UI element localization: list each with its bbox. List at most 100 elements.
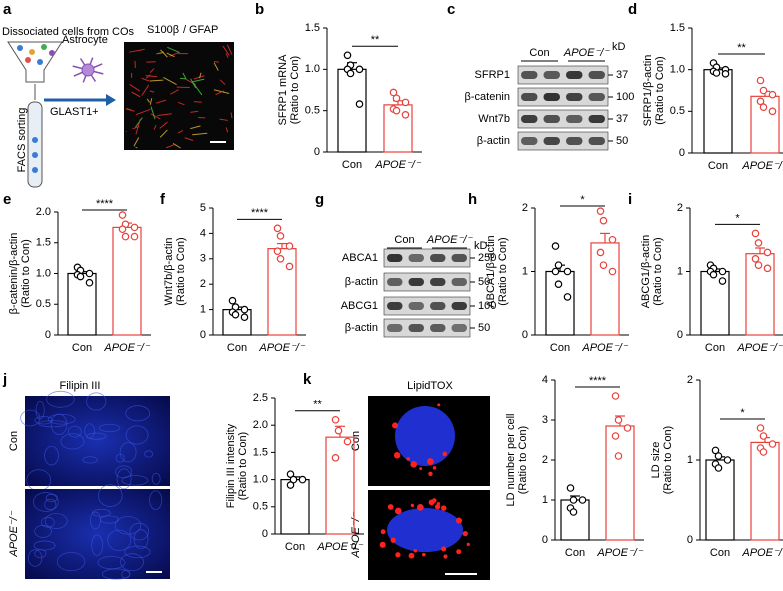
lipid-droplet — [393, 452, 401, 459]
lipid-droplet — [456, 549, 462, 555]
x-tick-label: Con — [285, 541, 305, 553]
y-tick-label: 0 — [522, 329, 528, 341]
micrograph-texture — [32, 492, 59, 512]
significance-label: **** — [251, 207, 269, 219]
data-point — [611, 392, 620, 400]
x-tick-label: Con — [227, 342, 247, 354]
y-axis-label: (Ratio to Con) — [662, 426, 674, 494]
lipid-droplet — [392, 422, 399, 429]
data-point — [712, 69, 721, 77]
micrograph-texture — [114, 516, 142, 535]
micrograph-fiber — [193, 101, 202, 103]
x-tick-label: APOE⁻/⁻ — [741, 160, 783, 172]
blot-band — [451, 278, 467, 286]
panel-label: e — [3, 191, 11, 208]
y-axis-label: (Ratio to Con) — [497, 237, 509, 305]
micrograph-fiber — [149, 79, 164, 82]
blot-band — [521, 137, 538, 145]
significance-label: ** — [737, 42, 746, 54]
blot-band — [430, 302, 446, 310]
schematic-label: GLAST1+ — [50, 106, 99, 118]
micrograph-texture — [115, 453, 125, 463]
blot-band — [408, 278, 424, 286]
arrow-head — [106, 94, 116, 106]
micrograph-fiber — [177, 129, 184, 134]
data-point — [569, 496, 578, 504]
tube — [27, 101, 43, 188]
blot-band — [588, 115, 605, 123]
micrograph-fiber — [149, 68, 155, 73]
y-axis-label: (Ratio to Con) — [237, 432, 249, 500]
y-tick-label: 0.5 — [36, 298, 51, 310]
micrograph-texture — [47, 413, 76, 425]
data-point — [273, 247, 282, 255]
data-point — [768, 90, 777, 99]
bar — [560, 499, 590, 541]
micrograph-texture — [92, 508, 111, 517]
micrograph-texture — [56, 552, 86, 572]
micrograph-fiber — [146, 98, 150, 103]
micrograph-fiber — [149, 98, 153, 105]
y-tick-label: 0 — [542, 534, 548, 546]
y-tick-label: 0 — [687, 534, 693, 546]
micrograph-fiber — [135, 108, 151, 116]
data-point — [285, 262, 294, 271]
micrograph-fiber — [141, 77, 150, 82]
lipid-droplet — [417, 503, 424, 511]
data-point — [551, 267, 560, 276]
y-tick-label: 1 — [200, 304, 206, 316]
micrograph-texture — [84, 423, 95, 439]
data-point — [759, 86, 768, 95]
blot-size: 37 — [616, 113, 628, 125]
cell-icon — [32, 152, 38, 158]
blot-band — [566, 115, 583, 123]
lipid-droplet — [380, 529, 386, 535]
micrograph-texture — [107, 529, 132, 551]
data-point — [709, 270, 718, 279]
micrograph-texture — [91, 534, 104, 556]
data-point — [121, 232, 130, 241]
micrograph-fiber — [167, 46, 180, 53]
y-axis-label: (Ratio to Con) — [654, 56, 666, 124]
micrograph-fiber — [192, 82, 203, 96]
data-point — [614, 416, 623, 424]
micrograph-fiber — [226, 44, 233, 55]
blot-band — [566, 71, 583, 79]
bar — [337, 68, 367, 153]
x-tick-label: APOE⁻/⁻ — [258, 342, 305, 354]
data-point — [751, 254, 760, 263]
micrograph-fiber — [129, 48, 145, 53]
x-tick-label: APOE⁻/⁻ — [581, 342, 628, 354]
y-axis-label: SFRP1/β-actin — [642, 55, 654, 127]
lipid-droplet — [419, 467, 423, 471]
y-tick-label: 2 — [677, 202, 683, 214]
micrograph-fiber — [165, 144, 175, 149]
data-point — [578, 496, 587, 504]
x-tick-label: APOE⁻/⁻ — [374, 159, 421, 171]
y-tick-label: 2 — [687, 374, 693, 386]
y-tick-label: 0 — [262, 528, 268, 540]
micrograph-fiber — [157, 113, 172, 117]
data-point — [614, 452, 623, 460]
micrograph-fiber — [225, 127, 229, 133]
lipid-droplet — [408, 552, 415, 559]
significance-label: * — [735, 212, 740, 224]
lipid-droplet — [410, 460, 418, 468]
blot-band — [451, 302, 467, 310]
micrograph-texture — [44, 498, 57, 511]
data-point — [392, 106, 401, 115]
micrograph-fiber — [230, 112, 233, 119]
blot-band — [387, 302, 403, 310]
micrograph-fiber — [145, 74, 151, 79]
micrograph-texture — [121, 475, 149, 486]
lipid-droplet — [462, 530, 468, 537]
micrograph-fiber — [213, 62, 219, 71]
blot-band — [588, 93, 605, 101]
blot-band — [566, 137, 583, 145]
cell-icon — [17, 45, 23, 51]
data-point — [240, 305, 249, 314]
micrograph-fiber — [135, 119, 141, 135]
image-title: LipidTOX — [407, 380, 453, 392]
micrograph-fiber — [219, 118, 228, 121]
